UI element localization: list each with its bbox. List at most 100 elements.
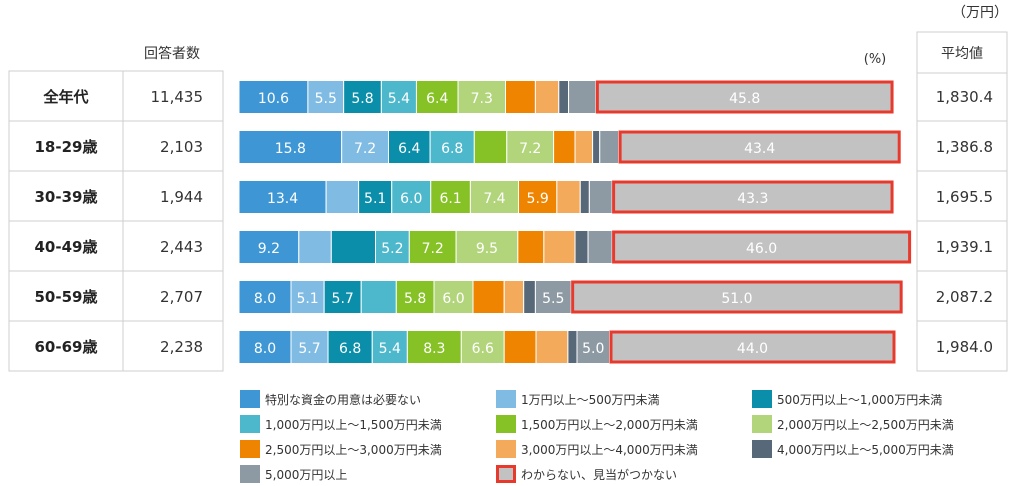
data-label: 7.2 (354, 141, 376, 157)
legend-swatch (752, 415, 772, 433)
legend-swatch (496, 390, 516, 408)
legend-swatch (240, 440, 260, 458)
data-label: 5.4 (388, 91, 410, 107)
bar-segment (612, 180, 894, 214)
data-label: 51.0 (721, 291, 752, 307)
bar-segment (517, 230, 545, 264)
average-header-box (916, 31, 1008, 74)
legend-swatch (752, 440, 772, 458)
legend-label: 1,500万円以上～2,000万円未満 (521, 418, 698, 432)
bar-segment (298, 230, 332, 264)
bar-segment (574, 230, 589, 264)
bar-segment (567, 330, 578, 364)
bar-segment (433, 280, 474, 314)
category-label: 18-29歳 (35, 138, 98, 156)
category-label: 全年代 (42, 88, 88, 106)
average-table (916, 72, 1008, 372)
average-value: 1,939.1 (936, 238, 993, 256)
bar-segment (576, 330, 610, 364)
average-value: 1,386.8 (936, 138, 993, 156)
legend-label: 2,000万円以上～2,500万円未満 (777, 418, 954, 432)
data-label: 7.2 (422, 241, 444, 257)
data-label: 8.0 (254, 341, 276, 357)
bar-segment (360, 280, 397, 314)
bar-segment (358, 180, 393, 214)
data-label: 5.1 (296, 291, 318, 307)
data-label: 13.4 (267, 191, 298, 207)
respondents-value: 2,443 (160, 238, 203, 256)
bar-segment (327, 330, 373, 364)
bar-segment (592, 130, 601, 164)
bar-segment (503, 280, 525, 314)
bar-segment (307, 80, 345, 114)
data-label: 5.0 (582, 341, 604, 357)
bar-segment (455, 230, 519, 264)
bar-segment (543, 230, 576, 264)
bar-segment (599, 130, 620, 164)
category-label: 40-49歳 (35, 238, 98, 256)
data-label: 8.0 (254, 291, 276, 307)
legend-label: 500万円以上～1,000万円未満 (777, 393, 942, 407)
bar-segment (343, 80, 382, 114)
respondents-value: 1,944 (160, 188, 203, 206)
average-value: 1,984.0 (936, 338, 993, 356)
legend-label: 5,000万円以上 (265, 468, 347, 482)
data-label: 8.3 (423, 341, 445, 357)
bar-segment (429, 130, 475, 164)
legend-swatch (752, 390, 772, 408)
bar-segment (388, 130, 431, 164)
bar-segment (415, 80, 459, 114)
data-label: 9.5 (476, 241, 498, 257)
data-label: 7.4 (483, 191, 505, 207)
bar-segment (556, 180, 581, 214)
data-label: 45.8 (729, 91, 760, 107)
respondents-value: 2,238 (160, 338, 203, 356)
bar-segment (568, 80, 597, 114)
legend-label: 特別な資金の用意は必要ない (265, 392, 421, 407)
legend-label: 2,500万円以上～3,000万円未満 (265, 443, 442, 457)
bar-segment (553, 130, 576, 164)
bar-segment (238, 230, 300, 264)
respondents-value: 11,435 (151, 88, 204, 106)
bar-segment (618, 130, 901, 164)
data-label: 6.1 (439, 191, 461, 207)
bar-segment (469, 180, 519, 214)
bar-segment (371, 330, 408, 364)
respondents-header: 回答者数 (144, 45, 200, 62)
legend-swatch (240, 415, 260, 433)
bar-segment (612, 230, 912, 264)
data-label: 6.4 (426, 91, 448, 107)
data-label: 44.0 (737, 341, 768, 357)
legend-swatch (240, 390, 260, 408)
data-label: 5.8 (404, 291, 426, 307)
data-label: 46.0 (746, 241, 777, 257)
data-label: 5.1 (364, 191, 386, 207)
legend-label: 4,000万円以上～5,000万円未満 (777, 443, 954, 457)
category-label: 50-59歳 (35, 288, 98, 306)
bar-segment (506, 130, 555, 164)
legend-label: 3,000万円以上～4,000万円未満 (521, 443, 698, 457)
bar-segment (238, 330, 292, 364)
data-label: 6.0 (400, 191, 422, 207)
bar-segment (330, 230, 376, 264)
average-value: 1,695.5 (936, 188, 993, 206)
category-label: 60-69歳 (35, 338, 98, 356)
data-label: 5.5 (542, 291, 564, 307)
data-label: 10.6 (258, 91, 289, 107)
bar-segment (238, 180, 327, 214)
bar-segment (518, 180, 558, 214)
bar-segment (534, 80, 560, 114)
category-label: 30-39歳 (35, 188, 98, 206)
bar-segment (535, 330, 569, 364)
data-label: 5.7 (332, 291, 354, 307)
bar-segment (587, 230, 613, 264)
data-label: 5.8 (351, 91, 373, 107)
bar-segment (395, 280, 435, 314)
data-label: 7.3 (471, 91, 493, 107)
bar-segment (408, 230, 457, 264)
average-value: 1,830.4 (936, 88, 993, 106)
bar-segment (290, 330, 329, 364)
data-label: 7.2 (519, 141, 541, 157)
legend-label: 1,000万円以上～1,500万円未満 (265, 418, 442, 432)
